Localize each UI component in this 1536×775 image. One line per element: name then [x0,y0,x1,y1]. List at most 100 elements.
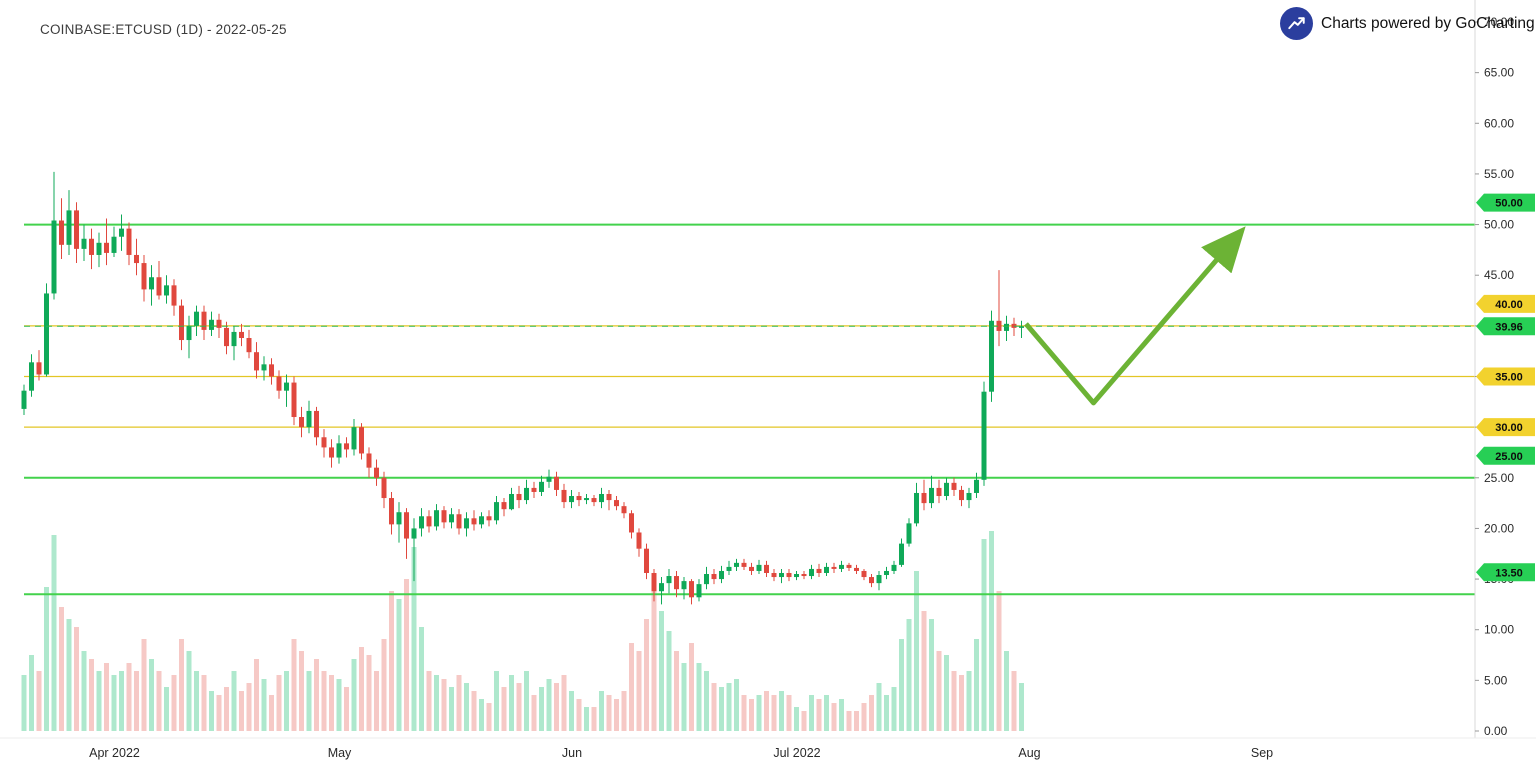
candle-body [576,496,582,501]
volume-bar [299,651,304,731]
candle-body [359,427,364,454]
y-tick-label: 25.00 [1484,471,1514,485]
volume-bar [1011,671,1017,731]
level-price-tag[interactable] [1476,418,1535,437]
level-price-tag[interactable] [1476,193,1535,212]
volume-bar [689,643,694,731]
volume-bar [651,579,657,731]
volume-bar [659,611,664,731]
volume-bar [944,655,949,731]
candle-body [561,489,567,503]
candle-body [921,492,927,504]
levels-layer [24,223,1475,596]
x-tick-label: Jun [562,746,582,760]
volume-bar [876,683,882,731]
volume-bar [344,687,349,731]
candle-body [419,516,424,529]
candle-body [771,572,777,578]
candle-body [246,338,252,353]
candle-body [614,500,619,507]
candle-body [839,564,844,569]
attribution-text: Charts powered by GoCharting [1321,14,1535,32]
candle-body [171,285,177,306]
volume-bar [351,659,357,731]
y-tick-label: 60.00 [1484,116,1514,130]
volume-bar [824,695,829,731]
volume-bar [426,671,432,731]
volume-bar [44,587,49,731]
last-price-tag[interactable] [1476,317,1535,336]
volume-bar [329,675,334,731]
volume-bar [21,675,27,731]
candle-body [134,254,139,264]
price-tags-layer: 50.00 40.00 35.00 30.00 25.00 13.50 39.96 [1476,193,1535,582]
volume-bar [786,695,792,731]
y-tick-label: 65.00 [1484,66,1514,80]
volume-bar [606,695,612,731]
candle-body [569,496,574,503]
candle-body [689,581,694,598]
candle-body [974,479,979,493]
candle-body [824,566,829,573]
candle-body [501,502,507,510]
volume-bar [254,659,259,731]
candle-body [906,523,912,544]
volume-bar [794,707,799,731]
candle-body [494,502,499,521]
candle-body [389,498,394,525]
gocharting-logo-icon [1280,7,1313,40]
candle-body [44,293,49,375]
candle-body [329,447,334,458]
volume-bar [321,671,327,731]
volume-bar [81,651,87,731]
volume-bar [696,663,702,731]
volume-bar [359,647,364,731]
candle-body [261,364,267,371]
volume-bar [171,675,177,731]
candle-body [74,210,79,249]
level-price-tag-label: 50.00 [1495,198,1523,210]
candle-body [486,516,492,521]
level-price-tag[interactable] [1476,294,1535,313]
level-price-tag-label: 30.00 [1495,422,1523,434]
volume-bar [906,619,912,731]
candle-body [899,543,904,565]
volume-bar [546,679,552,731]
level-price-tag-label: 25.00 [1495,451,1523,463]
volume-bar [479,699,484,731]
x-tick-label: May [328,746,352,760]
candle-body [681,581,687,590]
candle-body [299,417,304,428]
x-axis[interactable]: Apr 2022 May Jun Jul 2022 Aug Sep [89,746,1273,760]
candle-body [396,512,402,525]
candles-layer [21,171,1024,605]
trend-arrow-drawing[interactable] [1024,226,1246,406]
candle-body [36,362,42,375]
volume-bar [996,591,1002,731]
candle-body [966,492,972,501]
volume-bar [66,619,72,731]
volume-bar [239,691,244,731]
attribution-link[interactable]: Charts powered by GoCharting [1280,7,1535,40]
candle-body [524,487,529,501]
volume-bar [711,683,717,731]
volume-bar [111,675,117,731]
volume-bar [216,695,222,731]
volume-bar [764,691,769,731]
candle-body [779,572,784,578]
y-tick-label: 70.00 [1484,15,1514,29]
level-price-tag[interactable] [1476,367,1535,386]
candle-body [374,467,379,478]
candle-body [606,493,612,501]
level-price-tag[interactable] [1476,563,1535,582]
candle-body [21,390,27,409]
level-price-tag[interactable] [1476,446,1535,465]
candle-body [801,574,807,577]
candle-body [381,477,387,499]
volume-bar [981,539,987,731]
candle-body [59,220,64,245]
volume-bar [246,683,252,731]
volume-bar [104,663,109,731]
candle-body [509,493,514,510]
